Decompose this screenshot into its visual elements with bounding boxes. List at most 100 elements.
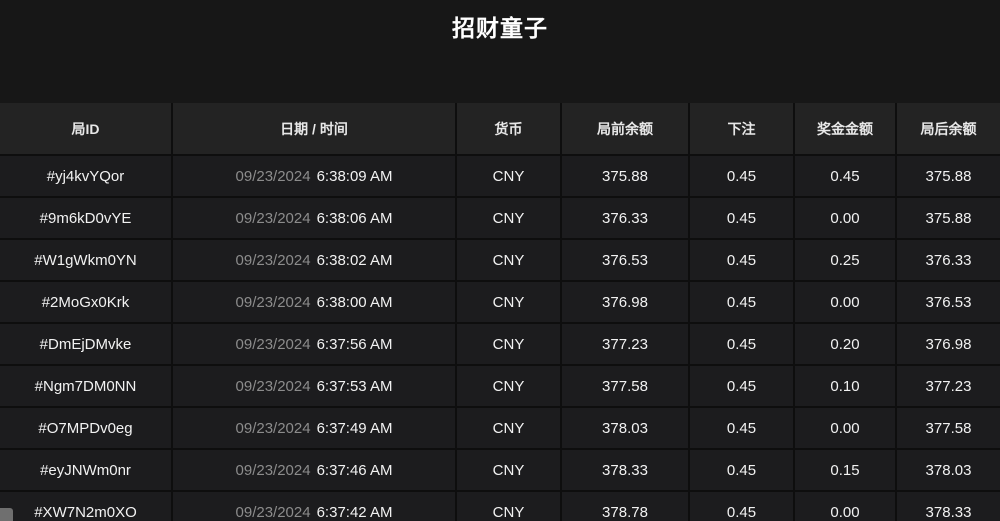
time-text: 6:38:00 AM bbox=[316, 293, 393, 311]
win-amount-cell: 0.00 bbox=[793, 280, 897, 324]
time-text: 6:37:53 AM bbox=[316, 377, 393, 395]
table-row: #Ngm7DM0NN 09/23/2024 6:37:53 AM CNY 377.… bbox=[0, 364, 1000, 408]
column-header-balance-after: 局后余额 bbox=[895, 103, 1000, 156]
balance-after-cell: 377.23 bbox=[895, 364, 1000, 408]
bet-cell: 0.45 bbox=[688, 238, 795, 282]
bet-cell: 0.45 bbox=[688, 154, 795, 198]
bet-cell: 0.45 bbox=[688, 406, 795, 450]
balance-before-cell: 375.88 bbox=[560, 154, 690, 198]
datetime-cell: 09/23/2024 6:38:00 AM bbox=[171, 280, 457, 324]
bet-cell: 0.45 bbox=[688, 280, 795, 324]
currency-cell: CNY bbox=[455, 154, 562, 198]
win-amount-cell: 0.25 bbox=[793, 238, 897, 282]
game-history-table: 局ID 日期 / 时间 货币 局前余额 下注 奖金金额 局后余额 #yj4kvY… bbox=[0, 103, 1000, 521]
round-id-cell: #2MoGx0Krk bbox=[0, 280, 173, 324]
bottom-left-corner-widget bbox=[0, 508, 13, 521]
column-header-currency: 货币 bbox=[455, 103, 562, 156]
balance-before-cell: 377.23 bbox=[560, 322, 690, 366]
balance-before-cell: 378.03 bbox=[560, 406, 690, 450]
datetime-cell: 09/23/2024 6:38:02 AM bbox=[171, 238, 457, 282]
page-title: 招财童子 bbox=[452, 15, 548, 41]
time-text: 6:38:06 AM bbox=[316, 209, 393, 227]
balance-after-cell: 376.53 bbox=[895, 280, 1000, 324]
bet-cell: 0.45 bbox=[688, 364, 795, 408]
date-text: 09/23/2024 bbox=[235, 167, 311, 185]
table-row: #O7MPDv0eg 09/23/2024 6:37:49 AM CNY 378.… bbox=[0, 406, 1000, 450]
table-row: #XW7N2m0XO 09/23/2024 6:37:42 AM CNY 378.… bbox=[0, 490, 1000, 521]
balance-before-cell: 376.33 bbox=[560, 196, 690, 240]
datetime-cell: 09/23/2024 6:37:49 AM bbox=[171, 406, 457, 450]
column-header-datetime: 日期 / 时间 bbox=[171, 103, 457, 156]
round-id-cell: #9m6kD0vYE bbox=[0, 196, 173, 240]
table-row: #DmEjDMvke 09/23/2024 6:37:56 AM CNY 377.… bbox=[0, 322, 1000, 366]
date-text: 09/23/2024 bbox=[235, 377, 311, 395]
time-text: 6:38:02 AM bbox=[316, 251, 393, 269]
currency-cell: CNY bbox=[455, 322, 562, 366]
date-text: 09/23/2024 bbox=[235, 461, 311, 479]
column-header-balance-before: 局前余额 bbox=[560, 103, 690, 156]
currency-cell: CNY bbox=[455, 280, 562, 324]
datetime-cell: 09/23/2024 6:37:46 AM bbox=[171, 448, 457, 492]
date-text: 09/23/2024 bbox=[235, 419, 311, 437]
time-text: 6:37:42 AM bbox=[316, 503, 393, 521]
column-header-round-id: 局ID bbox=[0, 103, 173, 156]
balance-before-cell: 378.78 bbox=[560, 490, 690, 521]
date-text: 09/23/2024 bbox=[235, 335, 311, 353]
date-text: 09/23/2024 bbox=[235, 209, 311, 227]
time-text: 6:37:56 AM bbox=[316, 335, 393, 353]
balance-after-cell: 378.33 bbox=[895, 490, 1000, 521]
bet-cell: 0.45 bbox=[688, 322, 795, 366]
table-row: #eyJNWm0nr 09/23/2024 6:37:46 AM CNY 378.… bbox=[0, 448, 1000, 492]
win-amount-cell: 0.10 bbox=[793, 364, 897, 408]
win-amount-cell: 0.00 bbox=[793, 490, 897, 521]
round-id-cell: #Ngm7DM0NN bbox=[0, 364, 173, 408]
datetime-cell: 09/23/2024 6:38:09 AM bbox=[171, 154, 457, 198]
table-row: #2MoGx0Krk 09/23/2024 6:38:00 AM CNY 376.… bbox=[0, 280, 1000, 324]
currency-cell: CNY bbox=[455, 490, 562, 521]
balance-after-cell: 376.98 bbox=[895, 322, 1000, 366]
currency-cell: CNY bbox=[455, 406, 562, 450]
currency-cell: CNY bbox=[455, 364, 562, 408]
round-id-cell: #DmEjDMvke bbox=[0, 322, 173, 366]
balance-before-cell: 376.98 bbox=[560, 280, 690, 324]
round-id-cell: #eyJNWm0nr bbox=[0, 448, 173, 492]
round-id-cell: #XW7N2m0XO bbox=[0, 490, 173, 521]
currency-cell: CNY bbox=[455, 196, 562, 240]
datetime-cell: 09/23/2024 6:38:06 AM bbox=[171, 196, 457, 240]
time-text: 6:37:49 AM bbox=[316, 419, 393, 437]
table-row: #9m6kD0vYE 09/23/2024 6:38:06 AM CNY 376.… bbox=[0, 196, 1000, 240]
table-row: #yj4kvYQor 09/23/2024 6:38:09 AM CNY 375.… bbox=[0, 154, 1000, 198]
currency-cell: CNY bbox=[455, 448, 562, 492]
currency-cell: CNY bbox=[455, 238, 562, 282]
balance-before-cell: 378.33 bbox=[560, 448, 690, 492]
balance-after-cell: 376.33 bbox=[895, 238, 1000, 282]
date-text: 09/23/2024 bbox=[235, 503, 311, 521]
title-band: 招财童子 bbox=[0, 0, 1000, 103]
balance-after-cell: 378.03 bbox=[895, 448, 1000, 492]
bet-cell: 0.45 bbox=[688, 490, 795, 521]
table-header-row: 局ID 日期 / 时间 货币 局前余额 下注 奖金金额 局后余额 bbox=[0, 103, 1000, 156]
balance-before-cell: 376.53 bbox=[560, 238, 690, 282]
balance-after-cell: 377.58 bbox=[895, 406, 1000, 450]
balance-after-cell: 375.88 bbox=[895, 154, 1000, 198]
win-amount-cell: 0.00 bbox=[793, 406, 897, 450]
time-text: 6:37:46 AM bbox=[316, 461, 393, 479]
table-row: #W1gWkm0YN 09/23/2024 6:38:02 AM CNY 376.… bbox=[0, 238, 1000, 282]
column-header-bet: 下注 bbox=[688, 103, 795, 156]
win-amount-cell: 0.45 bbox=[793, 154, 897, 198]
column-header-win-amount: 奖金金额 bbox=[793, 103, 897, 156]
round-id-cell: #W1gWkm0YN bbox=[0, 238, 173, 282]
balance-after-cell: 375.88 bbox=[895, 196, 1000, 240]
time-text: 6:38:09 AM bbox=[316, 167, 393, 185]
round-id-cell: #yj4kvYQor bbox=[0, 154, 173, 198]
bet-cell: 0.45 bbox=[688, 448, 795, 492]
datetime-cell: 09/23/2024 6:37:56 AM bbox=[171, 322, 457, 366]
datetime-cell: 09/23/2024 6:37:53 AM bbox=[171, 364, 457, 408]
win-amount-cell: 0.20 bbox=[793, 322, 897, 366]
datetime-cell: 09/23/2024 6:37:42 AM bbox=[171, 490, 457, 521]
round-id-cell: #O7MPDv0eg bbox=[0, 406, 173, 450]
bet-cell: 0.45 bbox=[688, 196, 795, 240]
date-text: 09/23/2024 bbox=[235, 251, 311, 269]
date-text: 09/23/2024 bbox=[235, 293, 311, 311]
balance-before-cell: 377.58 bbox=[560, 364, 690, 408]
